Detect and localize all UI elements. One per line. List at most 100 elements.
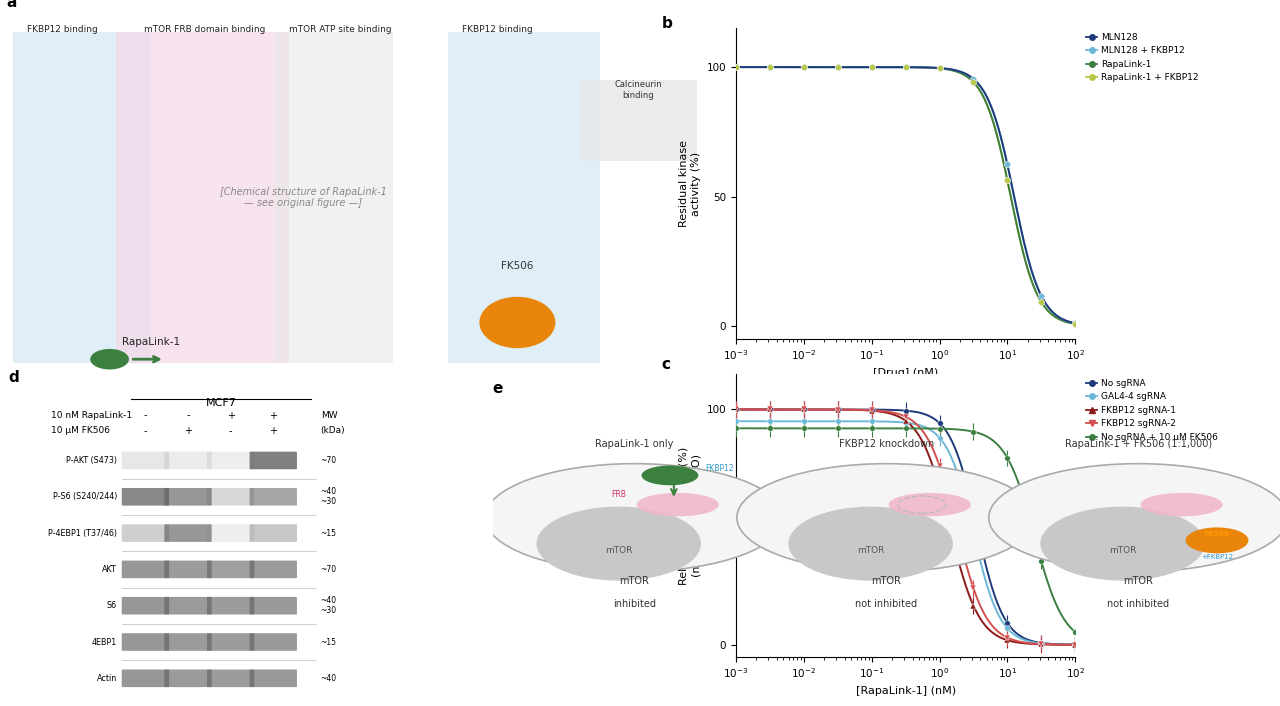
FancyBboxPatch shape <box>164 669 211 687</box>
Text: not inhibited: not inhibited <box>1107 599 1170 609</box>
Point <box>964 73 984 85</box>
Text: P-S6 (S240/244): P-S6 (S240/244) <box>52 492 116 501</box>
Text: RapaLink-1 only: RapaLink-1 only <box>595 439 673 449</box>
Point <box>964 76 984 88</box>
Text: AKT: AKT <box>102 565 116 574</box>
Point <box>1065 318 1085 329</box>
Point <box>1032 297 1052 308</box>
Text: MW: MW <box>320 410 337 419</box>
Point <box>794 61 814 73</box>
Point <box>997 174 1018 186</box>
Text: Calcineurin
binding: Calcineurin binding <box>614 80 662 100</box>
Ellipse shape <box>1041 507 1204 580</box>
Point <box>964 76 984 88</box>
Point <box>794 61 814 73</box>
FancyBboxPatch shape <box>164 597 211 614</box>
FancyBboxPatch shape <box>116 32 289 363</box>
Point <box>929 63 950 74</box>
Text: ~15: ~15 <box>320 529 337 537</box>
Text: -: - <box>143 426 147 436</box>
FancyBboxPatch shape <box>207 633 255 651</box>
Text: FKBP12 binding: FKBP12 binding <box>462 25 532 34</box>
X-axis label: [Drug] (nM): [Drug] (nM) <box>873 368 938 378</box>
Text: P-AKT (S473): P-AKT (S473) <box>67 456 116 465</box>
FancyBboxPatch shape <box>13 32 151 363</box>
Ellipse shape <box>788 507 952 580</box>
Point <box>929 63 950 74</box>
Point <box>929 62 950 73</box>
Text: [Chemical structure of RapaLink-1
— see original figure —]: [Chemical structure of RapaLink-1 — see … <box>220 187 387 208</box>
Point <box>929 62 950 73</box>
FancyBboxPatch shape <box>122 561 169 578</box>
Text: ~70: ~70 <box>320 456 337 465</box>
Point <box>997 159 1018 170</box>
Text: not inhibited: not inhibited <box>855 599 918 609</box>
Text: inhibited: inhibited <box>613 599 655 609</box>
Point <box>828 61 849 73</box>
FancyBboxPatch shape <box>250 561 297 578</box>
Text: mTOR: mTOR <box>1108 546 1137 555</box>
FancyBboxPatch shape <box>207 597 255 614</box>
Text: mTOR: mTOR <box>605 546 632 555</box>
FancyBboxPatch shape <box>164 633 211 651</box>
Point <box>760 61 781 73</box>
Text: ~70: ~70 <box>320 565 337 574</box>
Text: +: + <box>269 410 278 421</box>
Ellipse shape <box>641 465 699 485</box>
Legend: MLN128, MLN128 + FKBP12, RapaLink-1, RapaLink-1 + FKBP12: MLN128, MLN128 + FKBP12, RapaLink-1, Rap… <box>1087 32 1198 83</box>
Point <box>896 61 916 73</box>
Text: FKBP12: FKBP12 <box>705 465 733 474</box>
FancyBboxPatch shape <box>122 488 169 505</box>
FancyBboxPatch shape <box>122 669 169 687</box>
FancyBboxPatch shape <box>250 597 297 614</box>
Point <box>1065 318 1085 330</box>
Ellipse shape <box>988 464 1280 572</box>
Point <box>760 61 781 73</box>
Text: +: + <box>269 426 278 436</box>
FancyBboxPatch shape <box>448 32 600 363</box>
Point <box>794 61 814 73</box>
Text: +: + <box>227 410 234 421</box>
FancyBboxPatch shape <box>207 561 255 578</box>
Text: S6: S6 <box>106 602 116 610</box>
Text: 4EBP1: 4EBP1 <box>92 638 116 647</box>
Point <box>896 61 916 73</box>
Text: MCF7: MCF7 <box>206 398 237 408</box>
FancyBboxPatch shape <box>580 80 698 161</box>
Point <box>997 174 1018 186</box>
FancyBboxPatch shape <box>250 525 297 542</box>
Text: -: - <box>229 426 233 436</box>
Point <box>828 61 849 73</box>
Text: -: - <box>143 410 147 421</box>
Text: mTOR ATP site binding: mTOR ATP site binding <box>289 25 392 34</box>
Ellipse shape <box>536 507 701 580</box>
Point <box>1032 297 1052 308</box>
FancyBboxPatch shape <box>164 561 211 578</box>
FancyBboxPatch shape <box>250 488 297 505</box>
Point <box>828 61 849 73</box>
Ellipse shape <box>485 464 785 572</box>
Point <box>861 61 882 73</box>
Y-axis label: Relative cell viability (%)
(normalized to DMSO): Relative cell viability (%) (normalized … <box>680 446 701 585</box>
FancyBboxPatch shape <box>164 452 211 469</box>
FancyBboxPatch shape <box>122 452 169 469</box>
FancyBboxPatch shape <box>164 488 211 505</box>
Text: mTOR FRB domain binding: mTOR FRB domain binding <box>145 25 265 34</box>
Point <box>760 61 781 73</box>
Text: P-4EBP1 (T37/46): P-4EBP1 (T37/46) <box>47 529 116 537</box>
Text: ~40
~30: ~40 ~30 <box>320 596 337 616</box>
Text: mTOR: mTOR <box>872 576 901 587</box>
X-axis label: [RapaLink-1] (nM): [RapaLink-1] (nM) <box>855 686 956 695</box>
Text: FKBP12 binding: FKBP12 binding <box>27 25 97 34</box>
Point <box>794 61 814 73</box>
Text: -: - <box>187 410 189 421</box>
Point <box>828 61 849 73</box>
Point <box>726 61 746 73</box>
Point <box>861 61 882 73</box>
FancyBboxPatch shape <box>122 633 169 651</box>
Text: FRB: FRB <box>612 491 626 499</box>
FancyBboxPatch shape <box>207 525 255 542</box>
Text: FK506: FK506 <box>1204 531 1229 537</box>
Text: FK506: FK506 <box>502 261 534 271</box>
Text: b: b <box>662 16 672 31</box>
